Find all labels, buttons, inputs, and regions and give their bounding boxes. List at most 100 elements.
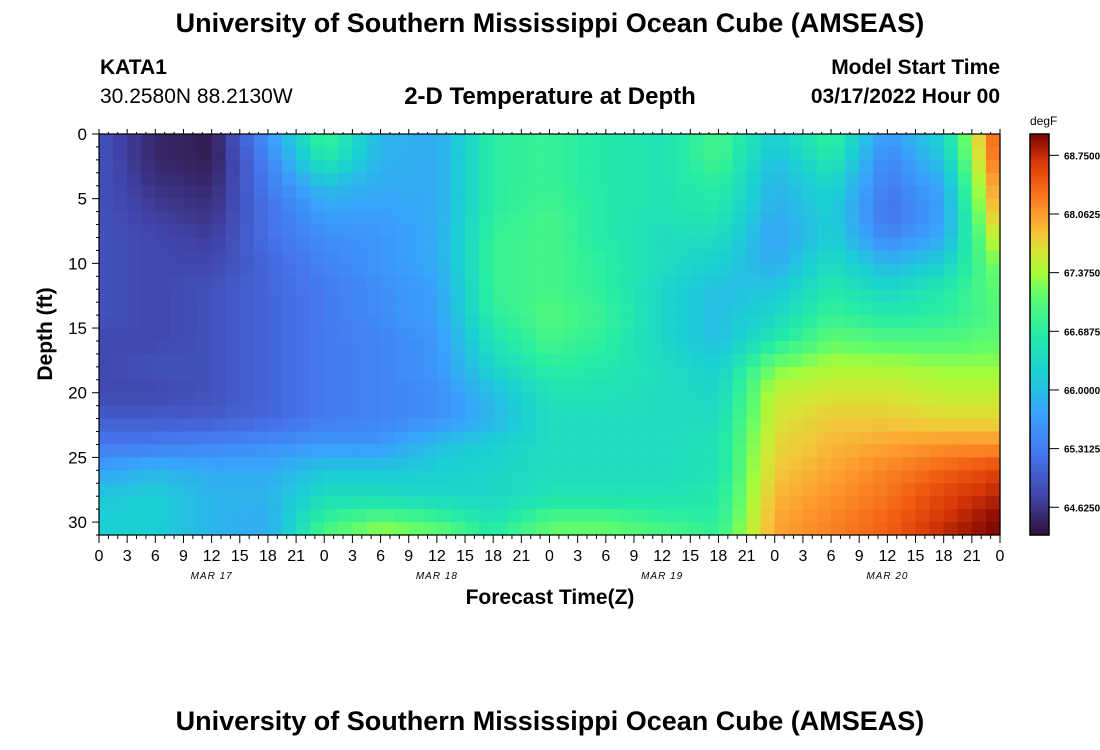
heatmap-cell bbox=[774, 211, 790, 226]
heatmap-cell bbox=[901, 237, 917, 252]
heatmap-cell bbox=[436, 470, 452, 484]
heatmap-cell bbox=[282, 159, 297, 174]
heatmap-cell bbox=[141, 211, 156, 226]
heatmap-cell bbox=[732, 418, 748, 433]
heatmap-cell bbox=[183, 444, 199, 458]
heatmap-cell bbox=[943, 431, 959, 446]
heatmap-cell bbox=[282, 276, 297, 290]
heatmap-cell bbox=[253, 302, 269, 316]
heatmap-cell bbox=[422, 392, 438, 407]
heatmap-cell bbox=[929, 159, 945, 174]
heatmap-cell bbox=[352, 237, 368, 252]
heatmap-cell bbox=[239, 224, 255, 239]
heatmap-cell bbox=[718, 289, 734, 303]
heatmap-cell bbox=[267, 496, 283, 510]
heatmap-cell bbox=[648, 483, 663, 497]
heatmap-cell bbox=[507, 224, 522, 239]
heatmap-cell bbox=[127, 470, 142, 484]
heatmap-cell bbox=[929, 496, 945, 510]
heatmap-cell bbox=[690, 328, 705, 342]
heatmap-cell bbox=[831, 211, 846, 226]
heatmap-cell bbox=[915, 146, 931, 161]
heatmap-cell bbox=[535, 379, 551, 394]
heatmap-cell bbox=[493, 522, 508, 536]
heatmap-cell bbox=[774, 483, 790, 497]
heatmap-cell bbox=[845, 379, 860, 394]
heatmap-cell bbox=[577, 302, 593, 316]
heatmap-cell bbox=[831, 185, 846, 200]
heatmap-cell bbox=[732, 431, 748, 446]
heatmap-cell bbox=[845, 470, 860, 484]
heatmap-cell bbox=[436, 405, 452, 420]
heatmap-cell bbox=[296, 237, 311, 252]
heatmap-cell bbox=[465, 431, 480, 446]
heatmap-cell bbox=[901, 457, 917, 471]
heatmap-cell bbox=[113, 405, 128, 420]
heatmap-cell bbox=[465, 315, 480, 329]
heatmap-cell bbox=[408, 353, 424, 368]
heatmap-cell bbox=[436, 366, 452, 381]
heatmap-cell bbox=[169, 250, 185, 264]
heatmap-cell bbox=[788, 328, 804, 342]
colorbar-tick-label: 65.3125 bbox=[1064, 445, 1100, 456]
heatmap-cell bbox=[183, 470, 199, 484]
heatmap-cell bbox=[662, 289, 677, 303]
heatmap-cell bbox=[802, 134, 818, 148]
heatmap-cell bbox=[887, 509, 903, 523]
heatmap-cell bbox=[802, 340, 818, 355]
heatmap-cell bbox=[802, 185, 818, 200]
heatmap-cell bbox=[774, 185, 790, 200]
heatmap-cell bbox=[704, 328, 720, 342]
heatmap-cell bbox=[929, 211, 945, 226]
heatmap-cell bbox=[788, 263, 804, 277]
heatmap-cell bbox=[155, 366, 170, 381]
heatmap-cell bbox=[493, 392, 508, 407]
heatmap-cell bbox=[169, 211, 185, 226]
heatmap-cell bbox=[99, 353, 114, 368]
heatmap-cell bbox=[971, 198, 987, 213]
heatmap-cell bbox=[436, 237, 452, 252]
heatmap-cell bbox=[633, 340, 649, 355]
heatmap-cell bbox=[450, 224, 466, 239]
heatmap-cell bbox=[324, 159, 339, 174]
heatmap-cell bbox=[493, 276, 508, 290]
heatmap-cell bbox=[563, 496, 579, 510]
heatmap-cell bbox=[282, 263, 297, 277]
heatmap-cell bbox=[422, 340, 438, 355]
heatmap-cell bbox=[943, 224, 959, 239]
heatmap-cell bbox=[549, 263, 565, 277]
heatmap-cell bbox=[563, 315, 579, 329]
heatmap-cell bbox=[296, 159, 311, 174]
heatmap-cell bbox=[155, 483, 170, 497]
heatmap-cell bbox=[521, 146, 537, 161]
heatmap-cell bbox=[169, 379, 185, 394]
heatmap-cell bbox=[99, 431, 114, 446]
heatmap-cell bbox=[746, 431, 762, 446]
heatmap-cell bbox=[155, 315, 170, 329]
colorbar-tick-label: 68.7500 bbox=[1064, 151, 1100, 162]
heatmap-cell bbox=[282, 405, 297, 420]
heatmap-cell bbox=[169, 146, 185, 161]
heatmap-cell bbox=[760, 315, 776, 329]
heatmap-cell bbox=[155, 185, 170, 200]
heatmap-cell bbox=[887, 496, 903, 510]
heatmap-cell bbox=[380, 289, 396, 303]
heatmap-cell bbox=[310, 392, 325, 407]
heatmap-cell bbox=[915, 198, 931, 213]
heatmap-cell bbox=[296, 224, 311, 239]
heatmap-cell bbox=[971, 522, 987, 536]
heatmap-cell bbox=[141, 263, 156, 277]
heatmap-cell bbox=[141, 366, 156, 381]
heatmap-cell bbox=[253, 340, 269, 355]
heatmap-cell bbox=[239, 340, 255, 355]
heatmap-cell bbox=[282, 315, 297, 329]
heatmap-cell bbox=[225, 315, 241, 329]
heatmap-cell bbox=[422, 146, 438, 161]
heatmap-cell bbox=[619, 237, 635, 252]
heatmap-cell bbox=[718, 392, 734, 407]
heatmap-cell bbox=[352, 340, 368, 355]
heatmap-cell bbox=[662, 250, 677, 264]
heatmap-cell bbox=[591, 509, 607, 523]
heatmap-cell bbox=[957, 405, 973, 420]
heatmap-cell bbox=[465, 198, 480, 213]
